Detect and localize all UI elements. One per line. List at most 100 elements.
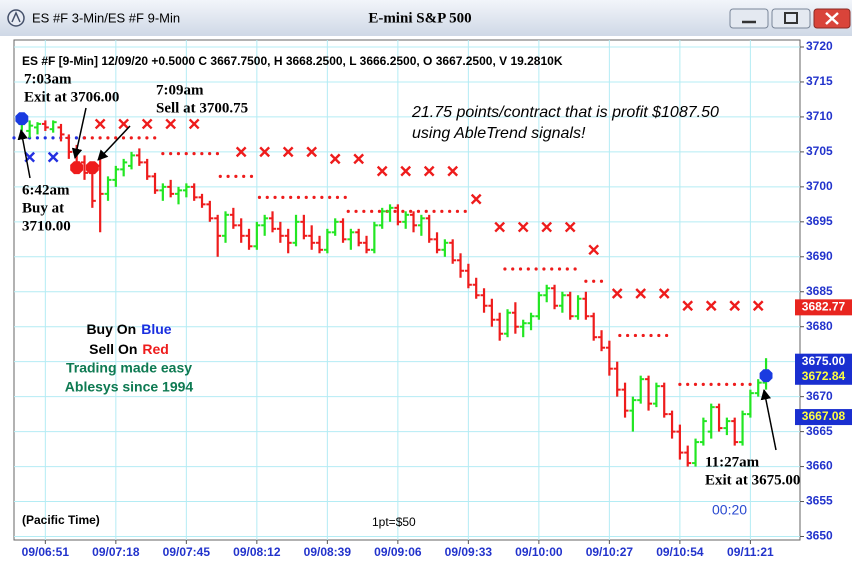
stop-mark [188, 118, 200, 130]
y-tick-label: 3650 [806, 529, 833, 543]
price-label: 3675.00 [802, 354, 846, 368]
grid [14, 40, 800, 540]
maximize-button[interactable] [771, 8, 811, 29]
y-tick-label: 3710 [806, 109, 833, 123]
x-tick-label: 09/06:51 [22, 545, 70, 559]
y-tick-label: 3670 [806, 389, 833, 403]
signals [15, 112, 773, 383]
annotation: Sell at 3700.75 [156, 100, 248, 116]
bar-timer: 00:20 [712, 502, 747, 518]
annotation: 7:09am [156, 82, 204, 98]
stop-mark [259, 146, 271, 158]
price-label-box [795, 353, 852, 370]
info-line: ES #F [9-Min] 12/09/20 +0.5000 C 3667.75… [22, 54, 563, 68]
annotation: Buy at [22, 200, 64, 216]
y-tick-label: 3715 [806, 74, 833, 88]
stop-mark [541, 221, 553, 233]
price-label: 3672.84 [802, 369, 846, 383]
arrow [71, 107, 87, 160]
y-tick-label: 3695 [806, 214, 833, 228]
stop-mark [494, 221, 506, 233]
annotation: 7:03am [24, 71, 72, 87]
x-tick-label: 09/10:27 [586, 545, 634, 559]
title-bar [0, 0, 852, 36]
y-tick-label: 3700 [806, 179, 833, 193]
stop-mark [353, 153, 365, 165]
stop-mark [635, 288, 647, 299]
stop-mark [752, 300, 764, 312]
window-title: ES #F 3-Min/ES #F 9-Min [32, 10, 180, 25]
stop-marks [24, 118, 764, 312]
price-label: 3667.08 [802, 409, 846, 423]
y-tick-label: 3665 [806, 424, 833, 438]
annotation: Exit at 3675.00 [705, 472, 800, 488]
close-button[interactable] [813, 8, 851, 29]
y-tick-label: 3705 [806, 144, 833, 158]
trade-signal [85, 161, 99, 175]
price-label-box [795, 299, 852, 316]
annotation: using AbleTrend signals! [412, 125, 586, 142]
stop-mark [47, 151, 59, 163]
chart-title: E-mini S&P 500 [368, 10, 471, 26]
stop-mark [376, 165, 388, 177]
stop-mark [682, 300, 694, 312]
arrow [760, 388, 777, 451]
stop-mark [705, 300, 717, 312]
x-tick-label: 09/09:33 [445, 545, 493, 559]
x-tick-label: 09/07:18 [92, 545, 140, 559]
stop-mark [306, 146, 318, 158]
dot-levels [12, 136, 752, 387]
stop-mark [282, 146, 294, 158]
legend-text: Buy On [86, 321, 136, 337]
x-tick-label: 09/07:45 [163, 545, 211, 559]
price-label: 3682.77 [802, 300, 846, 314]
bars [18, 116, 770, 467]
stop-mark [564, 221, 576, 233]
price-label-box [795, 409, 852, 426]
annotation: 21.75 points/contract that is profit $10… [411, 104, 719, 121]
trade-signal [759, 369, 773, 383]
trade-signal [70, 161, 84, 175]
legend-note: Buy On Blue [86, 321, 171, 337]
stop-mark [141, 118, 153, 130]
stop-mark [447, 165, 459, 177]
arrow [97, 125, 131, 161]
stop-mark [470, 193, 482, 205]
minimize-button[interactable] [729, 8, 769, 29]
annotation: 11:27am [705, 454, 760, 470]
x-tick-label: 09/09:06 [374, 545, 422, 559]
stop-mark [165, 118, 177, 130]
y-tick-label: 3660 [806, 459, 833, 473]
stop-mark [423, 165, 435, 177]
annotation: 3710.00 [22, 218, 71, 234]
arrow [17, 128, 31, 179]
point-value-note: 1pt=$50 [372, 515, 416, 529]
x-tick-label: 09/11:21 [727, 545, 774, 559]
legend-text: Blue [141, 321, 172, 337]
stop-mark [729, 300, 741, 312]
annotation: 6:42am [22, 182, 70, 198]
stop-mark [400, 165, 412, 177]
tagline: Trading made easy [66, 360, 192, 376]
stop-mark [94, 118, 106, 130]
x-tick-label: 09/08:39 [304, 545, 352, 559]
price-label-box [795, 368, 852, 385]
axes: 3650365536603665367036753680368536903695… [22, 39, 852, 559]
y-tick-label: 3680 [806, 319, 833, 333]
y-tick-label: 3690 [806, 249, 833, 263]
stop-mark [329, 153, 341, 165]
x-tick-label: 09/10:54 [656, 545, 704, 559]
trade-signal [15, 112, 29, 126]
legend-text: Red [142, 341, 168, 357]
legend-note: Sell On Red [89, 341, 169, 357]
company: Ablesys since 1994 [65, 379, 194, 395]
y-tick-label: 3655 [806, 494, 833, 508]
x-tick-label: 09/08:12 [233, 545, 281, 559]
y-tick-label: 3685 [806, 284, 833, 298]
y-tick-label: 3720 [806, 39, 833, 53]
stop-mark [588, 244, 600, 256]
timezone-note: (Pacific Time) [22, 513, 100, 527]
stop-mark [611, 288, 623, 299]
stop-mark [658, 288, 670, 299]
